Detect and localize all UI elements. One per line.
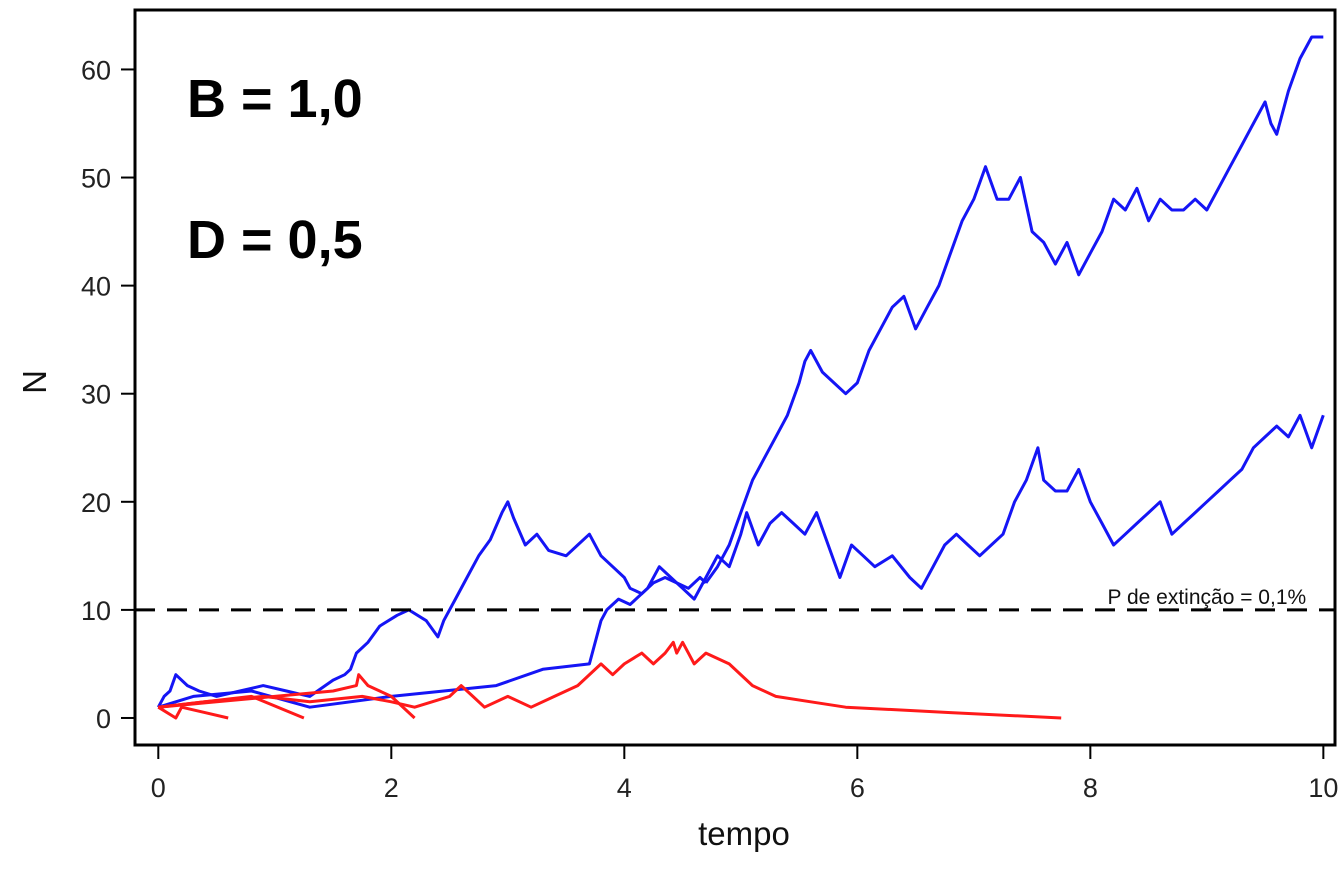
series-line-2 <box>157 413 1325 709</box>
y-tick-label: 50 <box>81 164 111 194</box>
plot-frame <box>133 8 1337 747</box>
y-tick-label: 20 <box>81 488 111 518</box>
y-tick-label: 30 <box>81 380 111 410</box>
series-line-4 <box>157 705 229 720</box>
x-axis-title: tempo <box>698 815 790 852</box>
series-line-3 <box>704 35 1324 584</box>
x-tick-label: 10 <box>1308 773 1338 803</box>
series-line-7 <box>158 640 1062 720</box>
extinction-threshold-label: P de extinção = 0,1% <box>1108 586 1307 609</box>
x-tick-label: 2 <box>384 773 399 803</box>
series-line-1 <box>156 500 707 708</box>
d-parameter-label: D = 0,5 <box>187 210 363 270</box>
axes-layer: 0 2 4 6 8 10 0 10 20 30 40 50 60 <box>81 55 1338 803</box>
x-tick-label: 4 <box>617 773 632 803</box>
y-tick-label: 60 <box>81 55 111 85</box>
x-tick-label: 8 <box>1083 773 1098 803</box>
series-layer <box>156 35 1325 720</box>
y-tick-label: 40 <box>81 272 111 302</box>
x-tick-label: 0 <box>151 773 166 803</box>
y-axis-title: N <box>16 370 53 394</box>
x-tick-label: 6 <box>850 773 865 803</box>
y-tick-label: 10 <box>81 596 111 626</box>
y-tick-label: 0 <box>96 704 111 734</box>
b-parameter-label: B = 1,0 <box>187 69 363 129</box>
